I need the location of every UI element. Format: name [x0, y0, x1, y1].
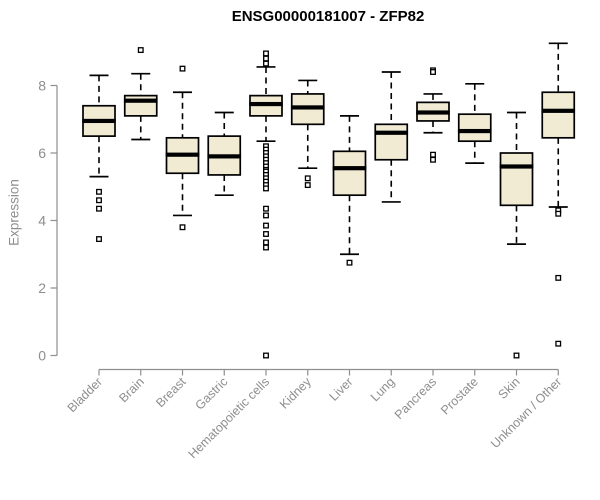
outlier-point — [263, 212, 269, 219]
x-tick-label-skin: Skin — [496, 375, 523, 402]
y-axis: 0 2 4 6 8 — [38, 78, 58, 364]
outlier-point — [179, 65, 186, 72]
box-gastric — [207, 111, 242, 197]
y-tick-label: 6 — [38, 145, 46, 161]
iqr-box — [499, 152, 534, 207]
x-tick-label-breast: Breast — [153, 374, 189, 410]
outlier-point — [555, 274, 562, 281]
median-bar — [541, 108, 576, 113]
outlier-point — [346, 259, 353, 266]
box-pancreas — [416, 67, 450, 163]
x-tick-label-kidney: Kidney — [277, 374, 314, 411]
x-tick-label-liver: Liver — [327, 375, 356, 404]
y-tick-label: 0 — [38, 348, 46, 364]
outlier-point — [263, 231, 269, 237]
x-tick-label-unknown-other: Unknown / Other — [488, 375, 564, 451]
outlier-point — [96, 236, 102, 243]
outlier-point — [179, 224, 186, 231]
box-prostate — [457, 82, 492, 164]
outlier-point — [263, 205, 269, 212]
outlier-point — [304, 175, 311, 182]
x-tick-label-brain: Brain — [116, 375, 147, 406]
median-bar — [123, 98, 158, 103]
median-bar — [457, 128, 492, 134]
x-tick-label-bladder: Bladder — [65, 375, 105, 415]
outlier-point — [263, 239, 269, 246]
y-tick-label: 8 — [38, 78, 46, 94]
y-tick-label: 4 — [38, 213, 46, 229]
outlier-point — [137, 47, 144, 54]
outlier-point — [555, 210, 562, 217]
iqr-box — [332, 150, 367, 197]
outlier-point — [96, 188, 102, 195]
box-brain — [123, 47, 158, 141]
y-axis-label: Expression — [6, 179, 22, 246]
median-bar — [165, 152, 200, 157]
box-kidney — [290, 79, 325, 189]
box-lung — [374, 71, 409, 203]
box-skin — [499, 111, 534, 359]
x-tick-label-hematopoietic-cells: Hematopoietic cells — [186, 375, 273, 462]
box-unknown-other — [541, 42, 576, 347]
median-bar — [499, 164, 534, 169]
y-tick-label: 2 — [38, 280, 46, 296]
box-hematopoietic-cells — [249, 50, 283, 359]
box-bladder — [82, 74, 116, 243]
x-tick-label-pancreas: Pancreas — [392, 375, 439, 422]
median-bar — [249, 101, 283, 107]
iqr-box — [457, 113, 492, 143]
box-breast — [165, 65, 200, 231]
box-liver — [332, 115, 367, 266]
outlier-point — [513, 352, 520, 359]
outlier-point — [263, 185, 269, 192]
median-bar — [416, 110, 450, 115]
outlier-point — [263, 244, 269, 251]
outlier-point — [430, 156, 436, 163]
x-tick-label-gastric: Gastric — [192, 375, 230, 413]
median-bar — [207, 154, 242, 159]
outlier-point — [263, 222, 269, 229]
x-tick-label-prostate: Prostate — [438, 375, 481, 418]
outlier-point — [304, 182, 311, 189]
outlier-point — [555, 340, 562, 347]
outlier-point — [96, 205, 102, 212]
outlier-point — [263, 352, 269, 359]
outlier-point — [263, 60, 269, 67]
outlier-point — [263, 55, 269, 62]
outlier-point — [430, 69, 436, 75]
x-tick-label-lung: Lung — [368, 375, 398, 405]
chart-title: ENSG00000181007 - ZFP82 — [231, 8, 425, 25]
iqr-box — [541, 91, 576, 139]
median-bar — [374, 130, 409, 135]
median-bar — [290, 105, 325, 110]
outlier-point — [96, 197, 102, 204]
outlier-point — [430, 151, 436, 158]
iqr-box — [374, 123, 409, 161]
outlier-point — [263, 50, 269, 57]
median-bar — [82, 118, 116, 124]
median-bar — [332, 166, 367, 171]
